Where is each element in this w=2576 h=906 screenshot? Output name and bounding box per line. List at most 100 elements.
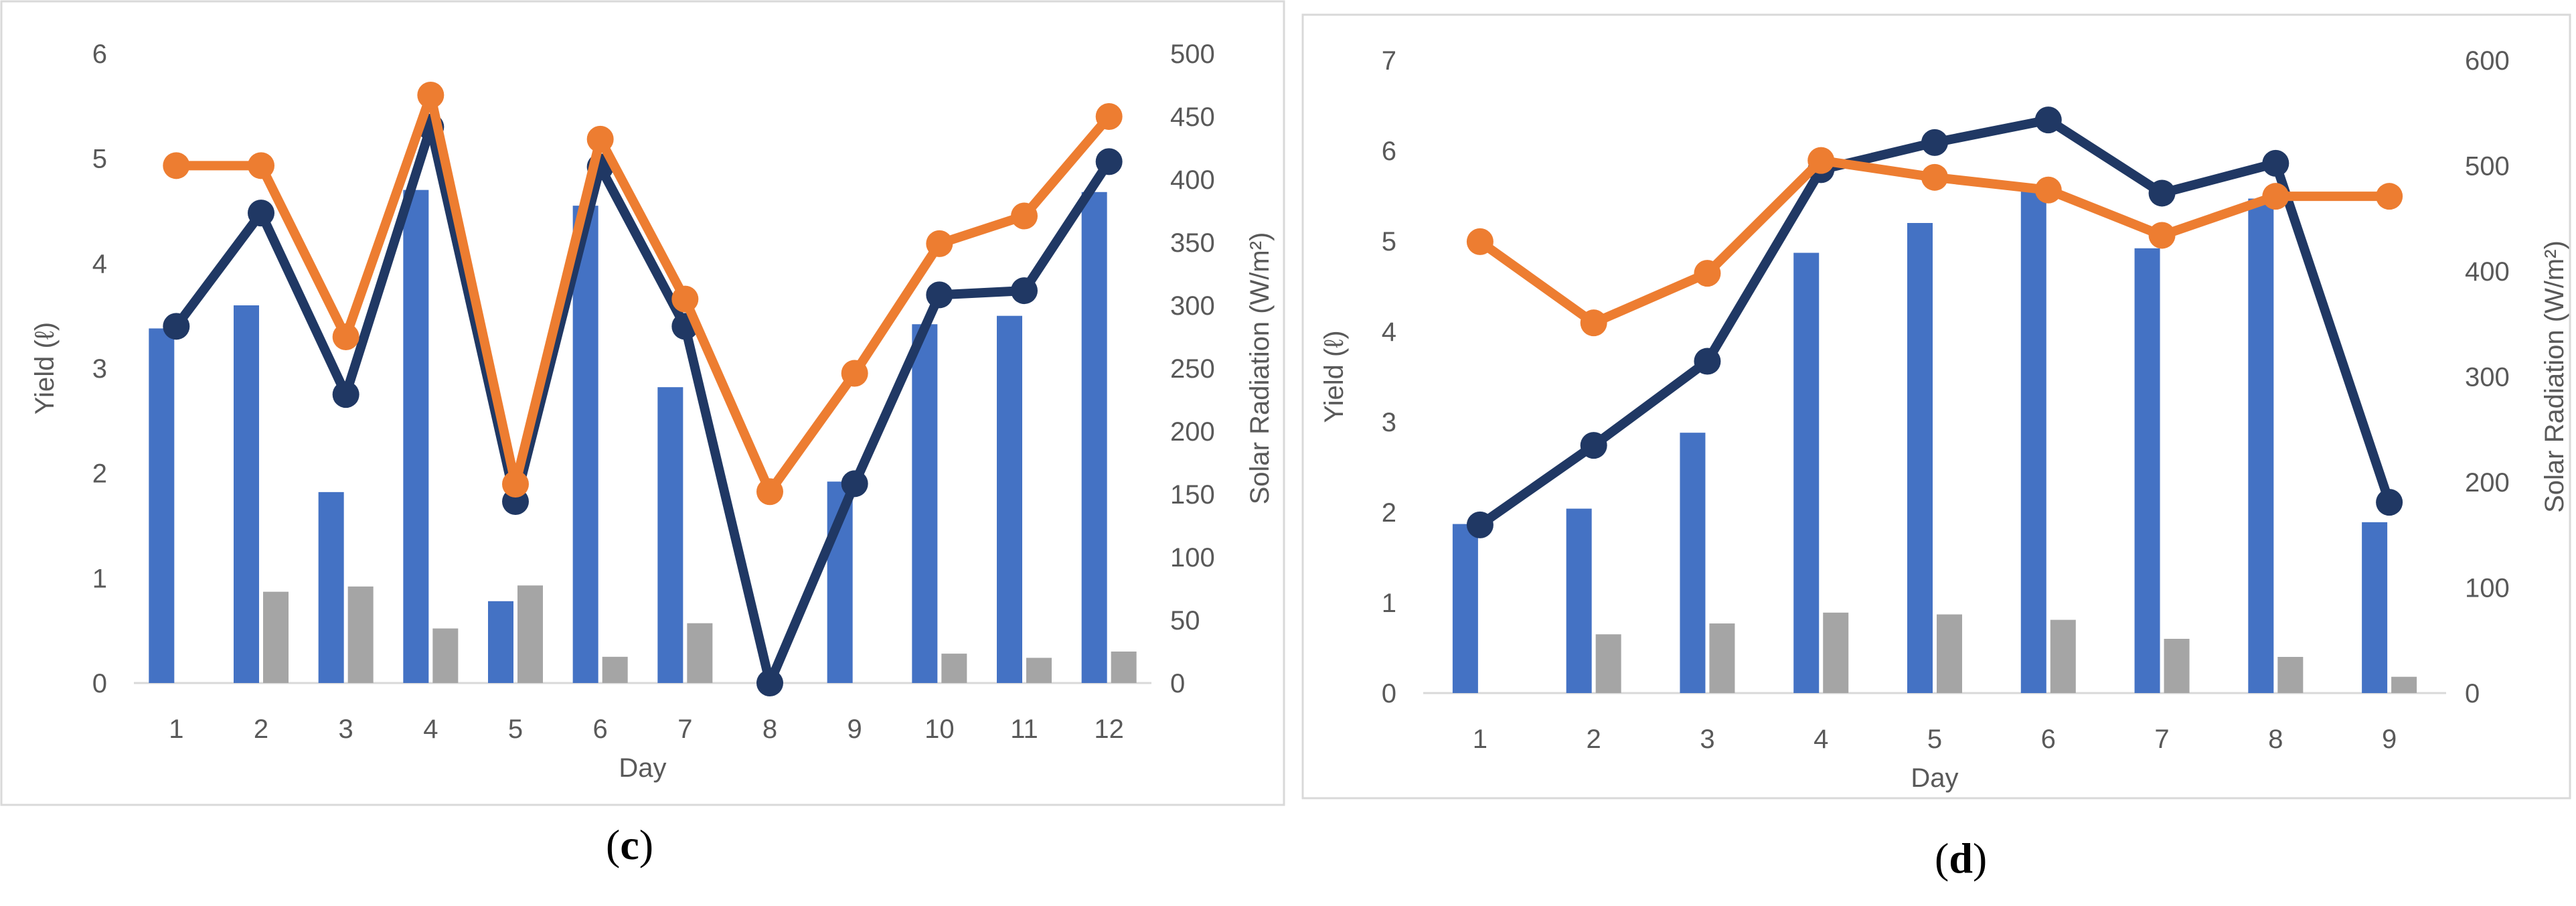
line-orange (176, 90, 1113, 497)
line-dark-point (926, 281, 953, 309)
line-dark-point (756, 670, 783, 696)
bar-gray (941, 654, 967, 683)
y-tick-label: 4 (92, 249, 107, 279)
x-tick-label: 6 (593, 714, 608, 744)
x-tick-label: 4 (1814, 725, 1828, 754)
x-tick-label: 9 (848, 714, 862, 744)
line-orange-point (1011, 202, 1038, 230)
x-tick-label: 4 (423, 714, 438, 744)
line-dark-point (248, 200, 274, 227)
bar-blue (234, 305, 259, 683)
y2-axis-title: Solar Radiation (W/m²) (2540, 240, 2569, 513)
x-tick-label: 6 (2041, 725, 2056, 754)
y2-tick-label: 400 (1170, 165, 1215, 195)
bar-gray (2277, 657, 2304, 693)
x-tick-label: 7 (2154, 725, 2169, 754)
bar-blue (1081, 192, 1107, 683)
bar-blue (2248, 198, 2274, 693)
bar-blue (488, 601, 513, 683)
y2-tick-label: 200 (1170, 417, 1215, 447)
line-dark-point (2148, 179, 2176, 207)
x-tick-label: 11 (1010, 714, 1038, 744)
bar-gray (1111, 652, 1137, 683)
y2-tick-label: 300 (1170, 291, 1215, 321)
y-axis-title: Yield (ℓ) (1319, 330, 1349, 423)
y2-tick-label: 500 (2465, 152, 2510, 181)
y-tick-label: 0 (1382, 679, 1396, 708)
bar-gray (347, 586, 374, 683)
x-tick-label: 10 (924, 714, 955, 744)
y2-tick-label: 600 (2465, 46, 2510, 76)
bar-gray (2050, 619, 2076, 693)
bar-blue (318, 492, 344, 683)
bar-gray (432, 628, 459, 683)
panel-label-c: (c) (606, 820, 653, 870)
line-orange-point (756, 478, 783, 506)
y-tick-label: 4 (1382, 317, 1396, 347)
x-axis-title: Day (619, 753, 666, 783)
x-tick-label: 12 (1094, 714, 1124, 744)
bar-gray (1595, 634, 1621, 693)
line-orange-point (332, 323, 359, 350)
y-tick-label: 5 (1382, 227, 1396, 256)
y2-tick-label: 0 (1170, 669, 1185, 698)
bar-blue (997, 315, 1022, 684)
bar-blue (2020, 190, 2046, 693)
x-tick-label: 7 (677, 714, 692, 744)
y2-tick-label: 350 (1170, 228, 1215, 258)
bar-blue (1793, 252, 1820, 693)
line-dark-point (2262, 149, 2289, 177)
line-dark-point (1095, 148, 1123, 175)
line-dark-point (332, 381, 359, 408)
bar-blue (1566, 508, 1592, 693)
y2-tick-label: 500 (1170, 40, 1215, 69)
line-dark-point (1921, 129, 1948, 156)
line-orange-point (1095, 103, 1123, 130)
bar-blue (657, 387, 683, 683)
line-dark (172, 122, 1113, 688)
bar-blue (1680, 433, 1706, 693)
bar-blue (2134, 248, 2160, 693)
bar-gray (263, 591, 289, 683)
line-orange-point (1807, 147, 1835, 174)
panel-label-c-open: ( (606, 821, 621, 869)
x-tick-label: 2 (1587, 725, 1601, 754)
y-axis-title: Yield (ℓ) (30, 322, 60, 414)
line-orange-point (671, 285, 699, 313)
chart-d: 0 1 2 3 4 5 6 7 0 100 200 300 400 500 600 1 2 3 4 5 6 7 8 9 Day Y… (1301, 13, 2571, 800)
line-dark-point (1466, 511, 1494, 538)
y-tick-label: 3 (1382, 408, 1396, 437)
y-tick-label: 2 (92, 459, 107, 489)
x-tick-label: 2 (254, 714, 268, 744)
line-orange-point (502, 470, 529, 498)
line-orange-point (163, 152, 190, 179)
bar-gray (517, 585, 543, 683)
bar-blue (572, 206, 598, 684)
panel-label-d: (d) (1935, 834, 1987, 883)
line-orange-point (586, 125, 614, 153)
bar-gray (602, 656, 628, 683)
bar-gray (1823, 612, 1849, 693)
y2-tick-label: 200 (2465, 468, 2510, 498)
y-tick-label: 7 (1382, 46, 1396, 76)
line-orange-point (2148, 222, 2176, 249)
y-tick-label: 2 (1382, 498, 1396, 528)
bar-gray (1937, 614, 1962, 693)
panel-label-c-close: ) (639, 821, 654, 869)
line-orange-point (926, 230, 953, 257)
x-tick-label: 5 (508, 714, 523, 744)
line-orange-point (248, 152, 274, 179)
y-tick-label: 0 (92, 669, 107, 698)
x-tick-label: 5 (1927, 725, 1942, 754)
line-dark-point (2376, 489, 2403, 516)
line-dark-point (1694, 348, 1721, 375)
x-tick-label: 8 (762, 714, 777, 744)
y-tick-label: 1 (1382, 589, 1396, 618)
bar-blue (912, 324, 938, 683)
y2-tick-label: 300 (2465, 363, 2510, 392)
y-tick-label: 3 (92, 354, 107, 384)
line-orange-point (2262, 183, 2289, 210)
line-orange-point (417, 82, 445, 109)
line-dark-point (2034, 106, 2062, 134)
line-dark-point (163, 313, 190, 340)
